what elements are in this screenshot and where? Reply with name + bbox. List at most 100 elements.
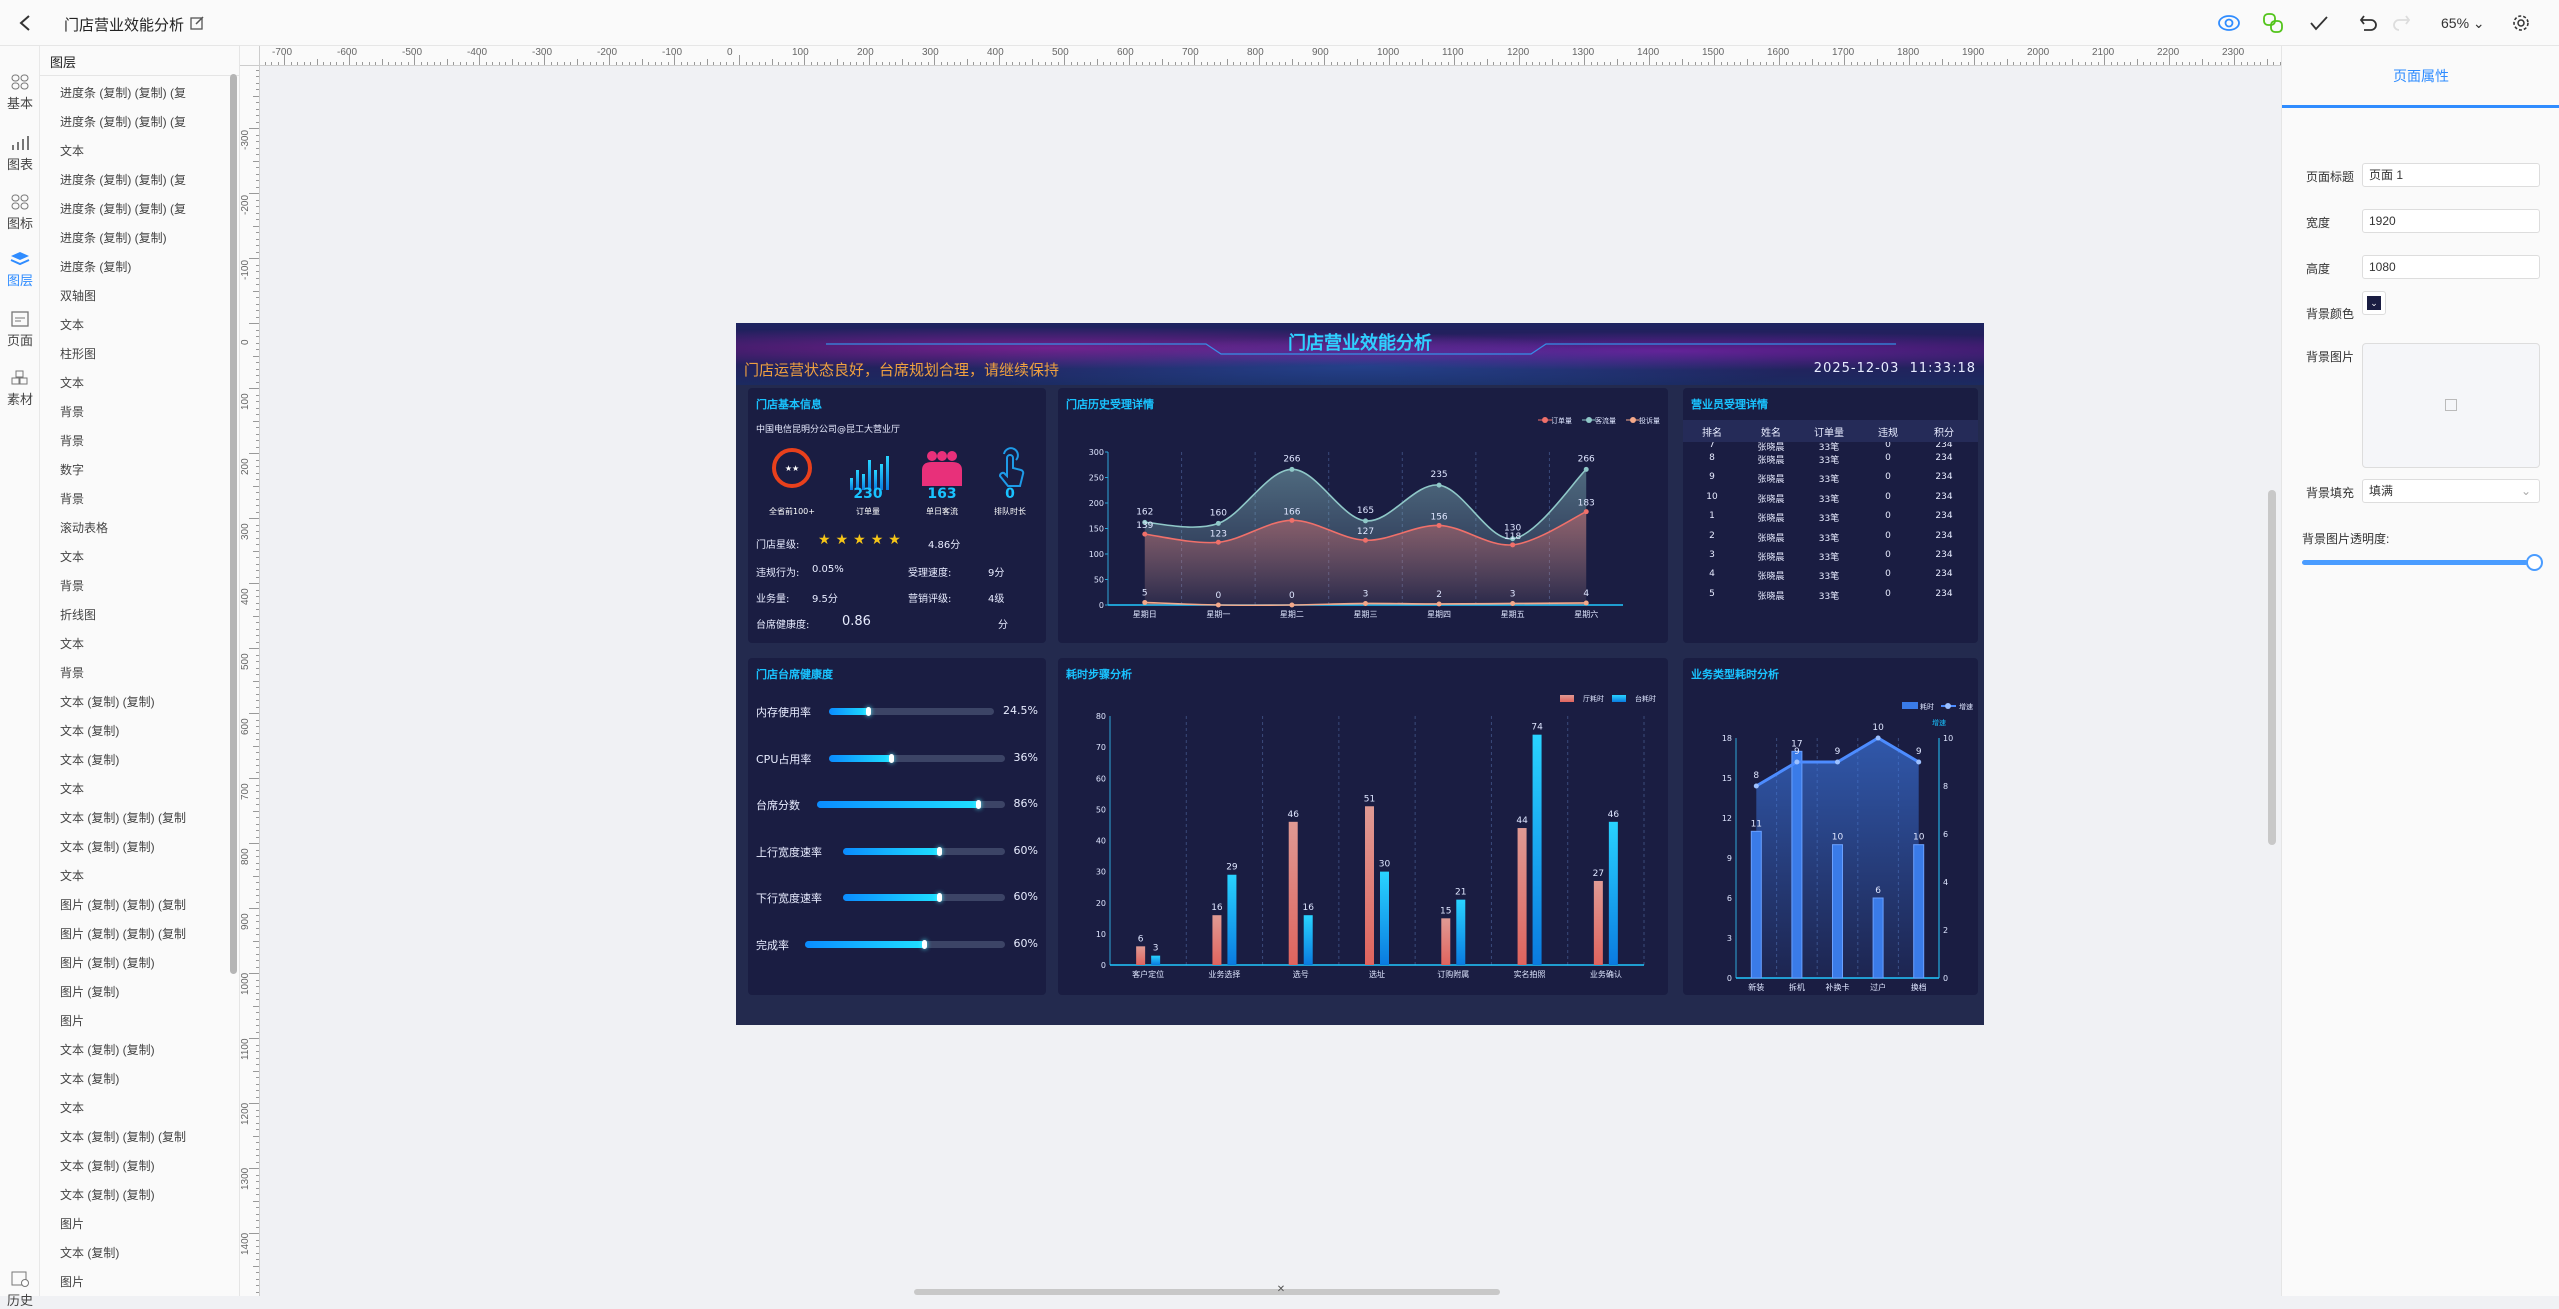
undo-button[interactable] xyxy=(2356,10,2382,36)
table-row[interactable]: 7 张晓晨 33笔 0 234 xyxy=(1683,440,1978,456)
layer-item[interactable]: 文本 (复制) (复制) (复制 xyxy=(60,1130,186,1144)
zoom-select[interactable]: 65% ⌄ xyxy=(2441,15,2485,32)
layer-item[interactable]: 文本 (复制) xyxy=(60,1072,120,1086)
layer-item[interactable]: 图片 xyxy=(60,1014,85,1028)
layer-item[interactable]: 进度条 (复制) (复制) xyxy=(60,231,167,245)
layer-item[interactable]: 文本 xyxy=(60,637,85,651)
layer-item[interactable]: 滚动表格 xyxy=(60,521,109,535)
ruler-tick xyxy=(249,1038,259,1039)
ruler-tick xyxy=(2052,62,2053,65)
tab-page-properties[interactable]: 页面属性 xyxy=(2282,46,2559,108)
table-row[interactable]: 9 张晓晨 33笔 0 234 xyxy=(1683,472,1978,488)
layer-item[interactable]: 进度条 (复制) (复制) (复 xyxy=(60,86,186,100)
rail-item-cubes[interactable]: 素材 xyxy=(0,369,40,408)
height-input[interactable]: 1080 xyxy=(2362,255,2540,279)
ruler-tick xyxy=(1005,62,1007,65)
opacity-slider[interactable] xyxy=(2302,553,2543,573)
layer-item[interactable]: 图片 xyxy=(60,1275,85,1289)
layer-item[interactable]: 文本 (复制) xyxy=(60,1246,120,1260)
back-button[interactable] xyxy=(12,10,38,36)
save-button[interactable] xyxy=(2306,10,2332,36)
layer-item[interactable]: 文本 xyxy=(60,550,85,564)
page-title-input[interactable]: 页面 1 xyxy=(2362,163,2540,187)
settings-button[interactable] xyxy=(2508,10,2534,36)
data-label: 139 xyxy=(1136,521,1153,531)
layer-item[interactable]: 文本 (复制) (复制) xyxy=(60,695,155,709)
bg-color-picker[interactable]: ⌄ xyxy=(2362,291,2386,315)
ruler-tick xyxy=(758,62,760,65)
layer-item[interactable]: 进度条 (复制) (复制) (复 xyxy=(60,202,186,216)
table-row[interactable]: 10 张晓晨 33笔 0 234 xyxy=(1683,492,1978,508)
dashboard-canvas[interactable]: 门店营业效能分析 门店运营状态良好，台席规划合理，请继续保持 2025-12-0… xyxy=(736,323,1984,1025)
layer-item[interactable]: 文本 (复制) xyxy=(60,724,120,738)
ruler-tick xyxy=(253,875,259,877)
layer-item[interactable]: 文本 xyxy=(60,869,85,883)
layer-item[interactable]: 折线图 xyxy=(60,608,97,622)
layer-item[interactable]: 背景 xyxy=(60,492,85,506)
bg-image-upload[interactable] xyxy=(2362,343,2540,468)
table-row[interactable]: 3 张晓晨 33笔 0 234 xyxy=(1683,550,1978,566)
layer-item[interactable]: 柱形图 xyxy=(60,347,97,361)
layer-item[interactable]: 背景 xyxy=(60,405,85,419)
data-label: 46 xyxy=(1608,810,1620,820)
layer-item[interactable]: 文本 (复制) (复制) xyxy=(60,1159,155,1173)
layer-item[interactable]: 图片 xyxy=(60,1217,85,1231)
data-label: 2 xyxy=(1436,590,1442,600)
layer-item[interactable]: 进度条 (复制) (复制) (复 xyxy=(60,173,186,187)
layer-item[interactable]: 进度条 (复制) (复制) (复 xyxy=(60,115,186,129)
ruler-tick xyxy=(253,615,259,617)
layer-item[interactable]: 文本 (复制) (复制) xyxy=(60,1043,155,1057)
preview-button[interactable] xyxy=(2216,10,2242,36)
data-point xyxy=(1363,518,1368,524)
table-row[interactable]: 1 张晓晨 33笔 0 234 xyxy=(1683,511,1978,527)
rail-item-layers[interactable]: 图层 xyxy=(0,250,40,289)
bar-label: 6 xyxy=(1875,886,1881,896)
layer-item[interactable]: 背景 xyxy=(60,666,85,680)
layer-item[interactable]: 文本 xyxy=(60,376,85,390)
layer-item[interactable]: 背景 xyxy=(60,579,85,593)
width-input[interactable]: 1920 xyxy=(2362,209,2540,233)
layer-item[interactable]: 背景 xyxy=(60,434,85,448)
layer-item[interactable]: 图片 (复制) (复制) (复制 xyxy=(60,927,186,941)
edit-title-button[interactable] xyxy=(184,10,210,36)
layer-item[interactable]: 文本 xyxy=(60,782,85,796)
slider-handle[interactable] xyxy=(2526,554,2543,571)
table-row[interactable]: 2 张晓晨 33笔 0 234 xyxy=(1683,531,1978,547)
rail-item-page[interactable]: 页面 xyxy=(0,310,40,349)
layer-item[interactable]: 文本 (复制) (复制) xyxy=(60,840,155,854)
progress-knob xyxy=(975,800,981,809)
table-row[interactable]: 8 张晓晨 33笔 0 234 xyxy=(1683,453,1978,469)
layer-item[interactable]: 进度条 (复制) xyxy=(60,260,132,274)
layer-item[interactable]: 文本 xyxy=(60,318,85,332)
layer-item[interactable]: 文本 xyxy=(60,144,85,158)
layer-item[interactable]: 图片 (复制) xyxy=(60,985,120,999)
layer-item[interactable]: 文本 (复制) xyxy=(60,753,120,767)
info-label: 营销评级: xyxy=(908,594,952,605)
ruler-tick xyxy=(1798,62,1800,65)
redo-button[interactable] xyxy=(2388,10,2414,36)
rail-item-grid[interactable]: 基本 xyxy=(0,73,40,112)
canvas-vertical-scrollbar[interactable] xyxy=(2268,490,2276,845)
legend-marker xyxy=(1542,417,1548,423)
table-cell: 234 xyxy=(1935,511,1953,522)
collapse-toggle-icon[interactable]: ✕ xyxy=(1276,1284,1286,1295)
table-row[interactable]: 5 张晓晨 33笔 0 234 xyxy=(1683,589,1978,605)
layer-item[interactable]: 文本 (复制) (复制) xyxy=(60,1188,155,1202)
y-tick-label: 150 xyxy=(1089,525,1104,534)
table-row[interactable]: 4 张晓晨 33笔 0 234 xyxy=(1683,569,1978,585)
rail-item-grid[interactable]: 图标 xyxy=(0,193,40,232)
layer-item[interactable]: 图片 (复制) (复制) xyxy=(60,956,155,970)
rail-item-history[interactable]: 历史 xyxy=(0,1270,40,1309)
opacity-label: 背景图片透明度: xyxy=(2302,532,2390,546)
rail-item-bar-chart[interactable]: 图表 xyxy=(0,134,40,173)
layer-item[interactable]: 文本 xyxy=(60,1101,85,1115)
data-label: 16 xyxy=(1302,903,1314,913)
layer-item[interactable]: 双轴图 xyxy=(60,289,97,303)
layer-item[interactable]: 文本 (复制) (复制) (复制 xyxy=(60,811,186,825)
canvas-horizontal-scrollbar[interactable] xyxy=(914,1289,1500,1295)
layer-item[interactable]: 图片 (复制) (复制) (复制 xyxy=(60,898,186,912)
layer-item[interactable]: 数字 xyxy=(60,463,85,477)
bg-fill-select[interactable]: 填满 ⌄ xyxy=(2362,479,2540,503)
layers-scrollbar[interactable] xyxy=(230,74,237,974)
link-button[interactable] xyxy=(2260,10,2286,36)
